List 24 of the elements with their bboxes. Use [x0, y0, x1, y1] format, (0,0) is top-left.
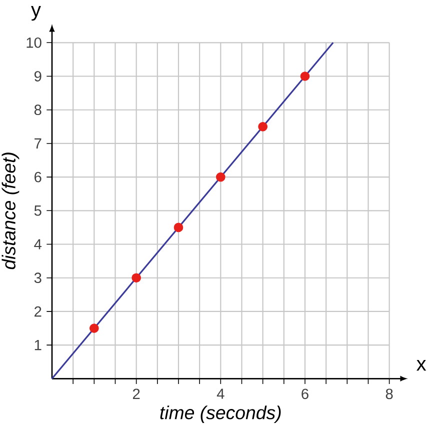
y-tick-label: 9 [34, 71, 42, 82]
x-tick-label: 4 [216, 388, 224, 399]
text: x [416, 360, 426, 371]
text: y [30, 6, 41, 21]
x-axis-title: time (seconds) [160, 406, 281, 423]
point [216, 172, 226, 182]
y-tick-label: 8 [34, 104, 42, 116]
y-tick-label: 6 [34, 172, 42, 182]
y-tick-label: 10 [26, 37, 42, 48]
y-tick-label: 4 [34, 239, 42, 250]
y-tick-label: 5 [34, 206, 42, 216]
y-tick-label: 3 [34, 272, 42, 284]
point [300, 72, 310, 81]
x-tick-label: 2 [132, 388, 140, 399]
point [89, 324, 99, 333]
y-tick-label: 7 [34, 138, 42, 149]
y-tick-label: 1 [34, 340, 42, 350]
y-axis-title: distance (feet) [2, 152, 19, 270]
y-tick-label: 2 [34, 306, 42, 317]
x-tick-label: 8 [386, 388, 393, 400]
x-tick-label: 6 [302, 388, 308, 400]
point [258, 122, 268, 132]
point [132, 273, 141, 283]
point [174, 222, 184, 232]
